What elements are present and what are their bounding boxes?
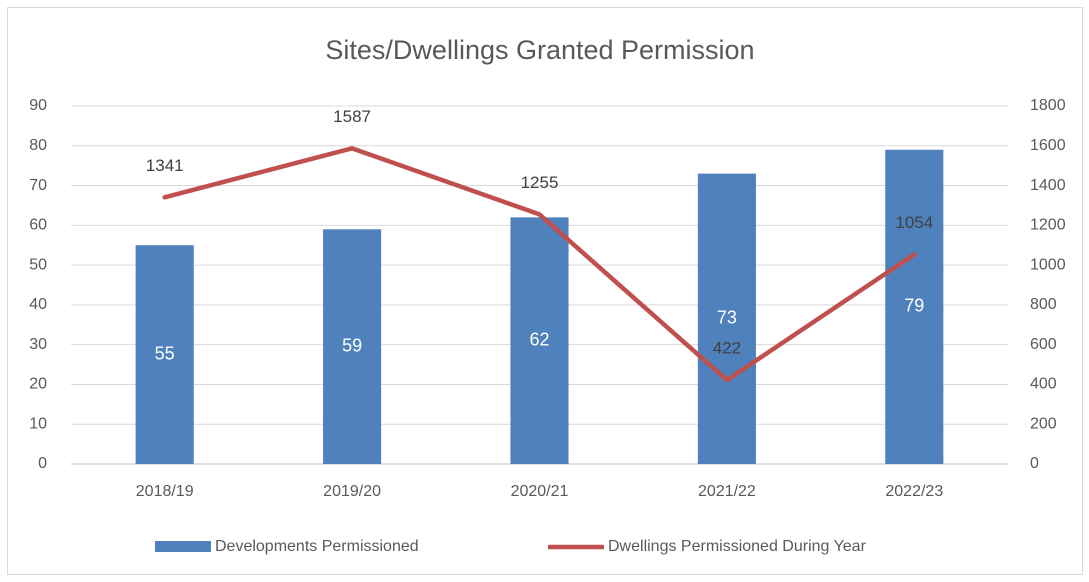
y-tick-label: 30: [29, 336, 47, 353]
bar-value-label: 73: [717, 308, 737, 328]
x-tick-label: 2022/23: [885, 483, 943, 500]
y-tick-label: 60: [29, 217, 47, 234]
y2-tick-label: 1600: [1030, 137, 1066, 154]
x-tick-label: 2018/19: [136, 483, 194, 500]
y2-tick-label: 1800: [1030, 97, 1066, 114]
y-tick-label: 40: [29, 296, 47, 313]
y-tick-label: 0: [38, 455, 47, 472]
line-value-label: 422: [713, 339, 741, 358]
legend-swatch: [155, 541, 211, 552]
bar-value-label: 79: [904, 296, 924, 316]
y-tick-label: 50: [29, 256, 47, 273]
bar: [885, 149, 944, 464]
line-value-label: 1255: [521, 173, 559, 192]
line: [162, 146, 917, 383]
legend-label: Developments Permissioned: [215, 538, 419, 555]
bar: [135, 245, 194, 464]
y2-tick-label: 800: [1030, 296, 1057, 313]
legend-label: Dwellings Permissioned During Year: [608, 538, 867, 555]
bar-value-label: 55: [155, 343, 175, 363]
y2-tick-label: 1000: [1030, 256, 1066, 273]
x-tick-label: 2020/21: [511, 483, 569, 500]
chart-title: Sites/Dwellings Granted Permission: [325, 35, 754, 65]
y-tick-label: 20: [29, 376, 47, 393]
bar: [323, 229, 382, 464]
y-tick-label: 10: [29, 415, 47, 432]
x-tick-label: 2021/22: [698, 483, 756, 500]
y2-tick-label: 200: [1030, 415, 1057, 432]
y-tick-label: 80: [29, 137, 47, 154]
line-value-label: 1587: [333, 107, 371, 126]
y2-tick-label: 400: [1030, 376, 1057, 393]
y2-tick-label: 0: [1030, 455, 1039, 472]
y-tick-label: 90: [29, 97, 47, 114]
bar-value-label: 59: [342, 335, 362, 355]
line-value-label: 1054: [895, 213, 933, 232]
bar: [510, 217, 569, 464]
y-tick-label: 70: [29, 177, 47, 194]
bar: [697, 173, 756, 464]
y2-tick-label: 1400: [1030, 177, 1066, 194]
bar-value-label: 62: [529, 329, 549, 349]
y2-tick-label: 600: [1030, 336, 1057, 353]
line-value-label: 1341: [146, 156, 184, 175]
y2-tick-label: 1200: [1030, 217, 1066, 234]
x-tick-label: 2019/20: [323, 483, 381, 500]
